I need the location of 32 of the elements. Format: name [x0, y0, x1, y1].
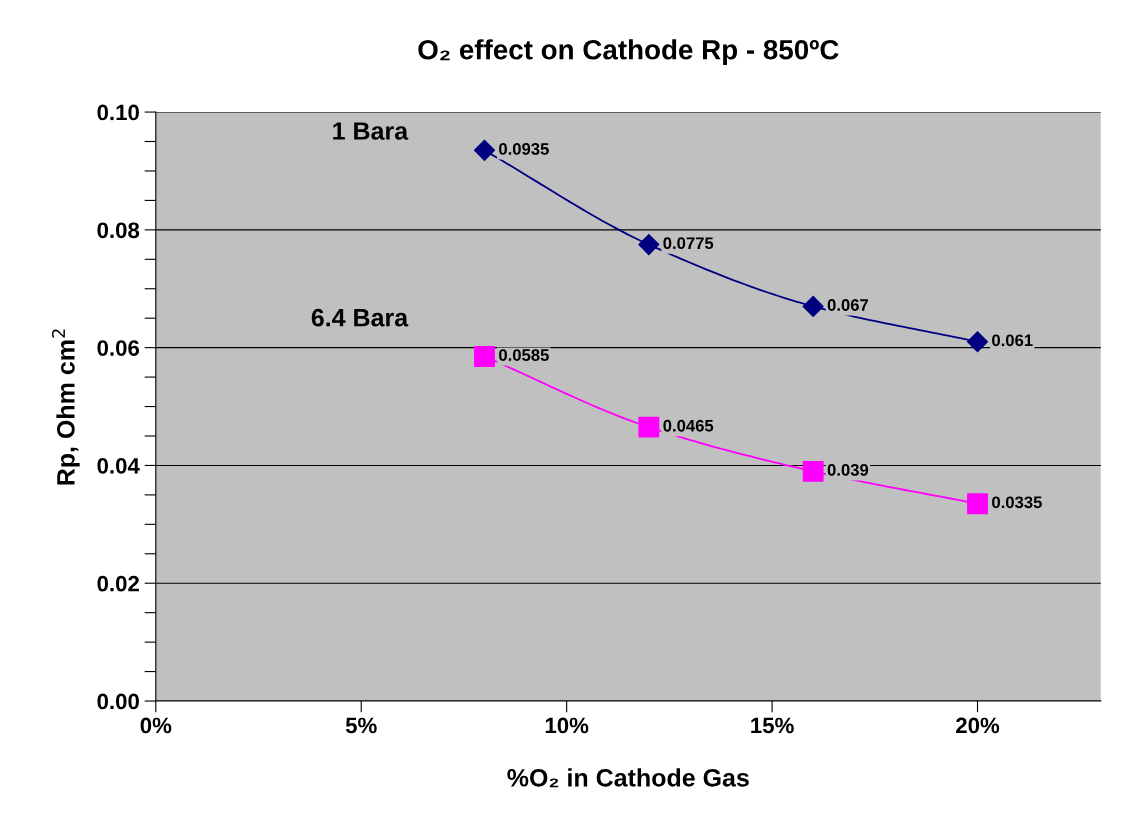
- point: [473, 139, 496, 161]
- x-tick-label: 5%: [345, 717, 377, 734]
- y-tick-label: 0.08: [97, 222, 140, 239]
- point: [967, 331, 989, 353]
- x-axis-title: %O₂ in Cathode Gas: [507, 768, 749, 788]
- point: [802, 295, 824, 317]
- y-axis-title: Rp, Ohm cm$^{2}$: [51, 329, 80, 485]
- data-label: 0.0585: [499, 349, 549, 361]
- data-label: 0.039: [827, 464, 869, 476]
- text: 6.4 Bara: [311, 308, 409, 327]
- point: [802, 460, 824, 482]
- data-label: 0.0335: [992, 496, 1042, 509]
- y-tick-label: 0.10: [97, 104, 139, 121]
- data-label: 0.0465: [663, 419, 714, 432]
- point: [638, 234, 660, 256]
- y-tick-label: 0.00: [97, 693, 139, 710]
- data-label: 0.061: [992, 334, 1033, 347]
- x-tick-label: 15%: [751, 717, 794, 734]
- point: [638, 416, 660, 438]
- data-label: 0.0935: [499, 143, 549, 155]
- y-tick-label: 0.02: [97, 575, 139, 592]
- x-tick-label: 0%: [140, 717, 172, 734]
- point: [474, 346, 495, 367]
- data-label: 0.0775: [663, 237, 714, 250]
- x-tick-label: 10%: [545, 717, 589, 734]
- y-tick-label: 0.06: [97, 340, 140, 356]
- data-label: 0.067: [827, 299, 869, 311]
- x-tick-label: 20%: [956, 717, 1000, 734]
- y-tick-label: 0.04: [97, 457, 140, 474]
- point: [967, 493, 988, 515]
- text: 1 Bara: [333, 122, 409, 140]
- chart-title: O₂ effect on Cathode Rp - 850ºC: [418, 39, 839, 66]
